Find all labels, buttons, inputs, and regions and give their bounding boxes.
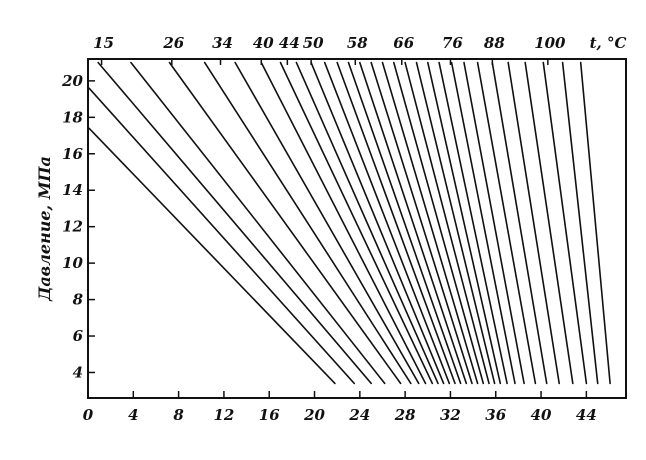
x-tick-label: 16 — [259, 406, 280, 424]
isotherm-line-16 — [370, 61, 473, 385]
isotherm-line-31 — [579, 61, 611, 385]
top-tick-label: 26 — [162, 34, 184, 52]
isotherm-line-7 — [234, 61, 420, 385]
top-tick-label: 50 — [303, 34, 324, 52]
x-tick-label: 44 — [576, 406, 597, 424]
isotherm-line-18 — [392, 61, 485, 385]
isotherm-line-3 — [97, 61, 373, 385]
x-tick-label: 12 — [213, 406, 234, 424]
y-tick-label: 12 — [62, 218, 83, 236]
top-tick-label: 40 — [253, 34, 274, 52]
isotherm-line-24 — [463, 61, 525, 385]
isotherm-lines — [88, 61, 611, 385]
x-tick-label: 4 — [128, 406, 138, 424]
x-tick-label: 8 — [173, 406, 184, 424]
isotherm-line-25 — [476, 61, 537, 385]
isotherm-line-22 — [438, 61, 508, 385]
axis-ticks — [87, 59, 588, 398]
top-tick-label: 76 — [442, 34, 463, 52]
top-tick-label: 100 — [534, 34, 566, 52]
isotherm-line-17 — [381, 61, 479, 385]
plot-frame — [87, 58, 627, 399]
y-tick-label: 8 — [73, 291, 84, 309]
isotherm-line-6 — [203, 61, 412, 385]
top-tick-label: 88 — [484, 34, 505, 52]
isotherm-line-13 — [336, 61, 456, 385]
top-tick-label: 44 — [279, 34, 300, 52]
isotherm-line-12 — [323, 61, 451, 385]
isotherm-line-14 — [347, 61, 462, 385]
isotherm-line-9 — [279, 61, 434, 385]
x-tick-label: 40 — [531, 406, 552, 424]
x-tick-label: 36 — [485, 406, 506, 424]
isotherm-line-11 — [310, 61, 445, 385]
isotherm-line-20 — [415, 61, 496, 385]
isotherm-line-19 — [404, 61, 490, 385]
isotherm-line-21 — [426, 61, 502, 385]
isotherm-line-10 — [295, 61, 439, 385]
isotherm-line-5 — [168, 61, 402, 385]
x-tick-label: 28 — [394, 406, 416, 424]
top-tick-label: 58 — [347, 34, 368, 52]
isotherm-line-1 — [88, 127, 336, 385]
top-tick-label: 66 — [393, 34, 414, 52]
y-tick-label: 10 — [62, 254, 83, 272]
y-tick-label: 6 — [73, 327, 84, 345]
x-tick-label: 32 — [440, 406, 461, 424]
isotherm-line-29 — [542, 61, 588, 385]
isotherm-line-23 — [450, 61, 516, 385]
x-tick-label: 24 — [348, 406, 370, 424]
top-axis-title: t, °C — [590, 34, 627, 52]
y-tick-label: 20 — [61, 72, 83, 90]
isotherm-line-26 — [491, 61, 548, 385]
y-tick-label: 14 — [62, 181, 83, 199]
isotherm-line-2 — [88, 87, 356, 385]
top-tick-label: 15 — [93, 34, 114, 52]
isotherm-line-4 — [130, 61, 386, 385]
y-axis-title: Давление, МПа — [35, 156, 54, 302]
isotherm-line-15 — [358, 61, 468, 385]
y-tick-label: 16 — [62, 145, 83, 163]
y-tick-label: 4 — [73, 363, 83, 381]
x-tick-label: 20 — [303, 406, 325, 424]
isotherm-line-8 — [260, 61, 427, 385]
y-tick-label: 18 — [62, 108, 83, 126]
top-tick-label: 34 — [212, 34, 233, 52]
isotherm-line-28 — [524, 61, 574, 385]
x-tick-label: 0 — [83, 406, 94, 424]
isotherm-line-30 — [561, 61, 599, 385]
isotherm-line-27 — [507, 61, 561, 385]
